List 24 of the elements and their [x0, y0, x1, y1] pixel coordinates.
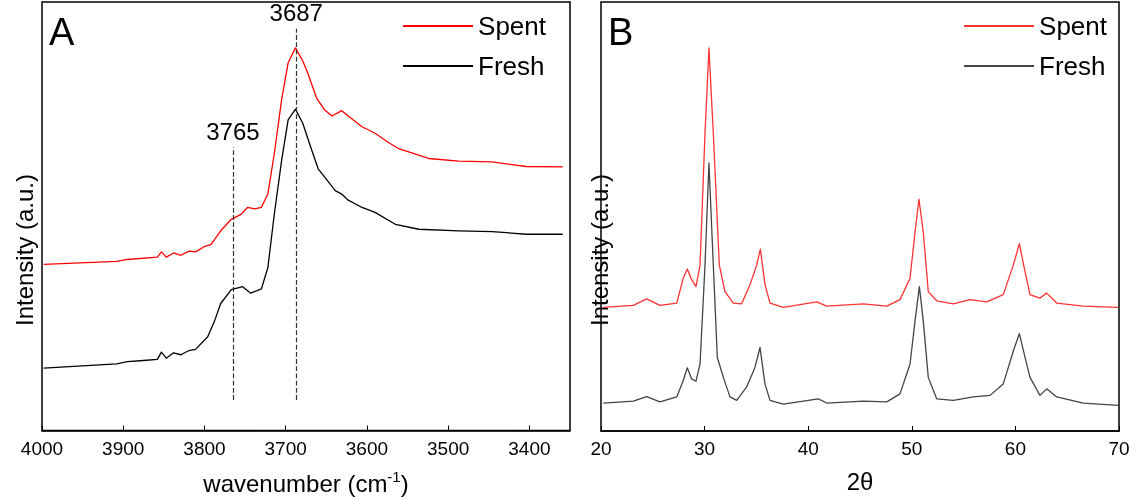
legend-label: Spent [478, 11, 547, 41]
x-tick-label: 3400 [508, 437, 551, 459]
x-tick-label: 30 [694, 438, 716, 459]
x-tick-label: 3800 [183, 437, 226, 459]
x-tick-label: 40 [797, 438, 819, 459]
x-tick-label: 4000 [20, 437, 64, 459]
x-axis-title: 2θ [846, 467, 874, 495]
legend-label: Spent [1039, 11, 1108, 41]
ref-line-label: 3765 [206, 117, 260, 145]
legend-label: Fresh [1039, 51, 1106, 81]
y-axis-title: Intensity (a.u.) [10, 173, 38, 327]
legend-label: Fresh [478, 51, 545, 81]
x-tick-label: 3700 [264, 437, 307, 459]
x-tick-label: 20 [590, 438, 612, 459]
x-tick-label: 3900 [102, 437, 145, 459]
ref-line-label: 3687 [269, 0, 323, 27]
x-tick-label: 3600 [345, 437, 389, 459]
chart-title: B [608, 11, 634, 53]
x-tick-label: 70 [1108, 438, 1130, 459]
x-tick-label: 60 [1004, 438, 1026, 459]
chart-title: A [49, 11, 75, 53]
x-tick-label: 3500 [427, 437, 470, 459]
y-axis-title: Intensity (a.u.) [585, 173, 613, 327]
x-tick-label: 50 [901, 438, 923, 459]
